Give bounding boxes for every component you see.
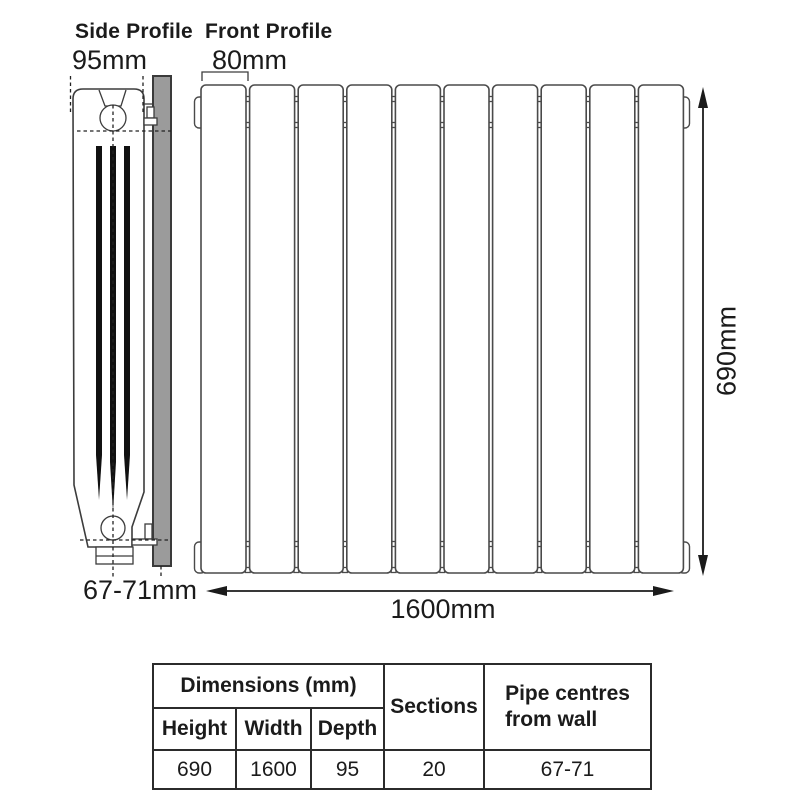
bottom-bracket-tab	[144, 523, 153, 540]
depth-header: Depth	[309, 707, 386, 751]
arrowhead-bottom	[698, 555, 708, 576]
bottom-bracket	[131, 538, 158, 546]
pipe-centres-value: 67-71	[483, 749, 653, 790]
width-value: 1600	[235, 749, 312, 790]
front-panels	[200, 84, 685, 574]
radiator-panel	[248, 84, 296, 574]
radiator-panel	[588, 84, 636, 574]
radiator-panel	[443, 84, 490, 574]
pipe-centres-label: 67-71mm	[83, 575, 198, 605]
height-label: 690mm	[711, 305, 742, 397]
wall-rail	[152, 75, 172, 567]
width-header: Width	[235, 707, 312, 751]
radiator-panel	[637, 84, 685, 574]
arrowhead-top	[698, 87, 708, 108]
section-width-bracket	[201, 71, 249, 81]
radiator-panel	[345, 84, 393, 574]
radiator-panel	[540, 84, 588, 574]
front-profile-title: Front Profile	[205, 20, 333, 43]
fin	[124, 146, 130, 500]
height-header: Height	[152, 707, 237, 751]
radiator-side-body	[72, 88, 145, 548]
radiator-panel	[491, 84, 539, 574]
arrowhead-right	[653, 586, 674, 596]
side-profile-title: Side Profile	[75, 20, 193, 43]
sections-header: Sections	[383, 663, 486, 751]
height-value: 690	[152, 749, 237, 790]
section-width-label: 80mm	[212, 45, 288, 75]
fin	[96, 146, 102, 500]
top-bracket-tab	[146, 106, 155, 119]
radiator-panel	[297, 84, 345, 574]
radiator-panel	[394, 84, 442, 574]
pipe-centres-header: Pipe centres from wall	[483, 663, 653, 751]
sections-value: 20	[383, 749, 486, 790]
side-profile-drawing	[69, 75, 172, 578]
spec-table: Dimensions (mm) Sections Pipe centres fr…	[151, 663, 653, 790]
width-label: 1600mm	[390, 594, 496, 624]
pipe-centres-header-text: Pipe centres from wall	[505, 681, 630, 731]
top-bracket	[143, 117, 158, 126]
front-profile-drawing	[193, 84, 691, 574]
dimension-marks	[201, 71, 708, 596]
side-depth-label: 95mm	[72, 45, 148, 75]
radiator-panel	[200, 84, 247, 574]
dimensions-header: Dimensions (mm)	[151, 663, 386, 709]
depth-value: 95	[309, 749, 386, 790]
arrowhead-left	[206, 586, 227, 596]
